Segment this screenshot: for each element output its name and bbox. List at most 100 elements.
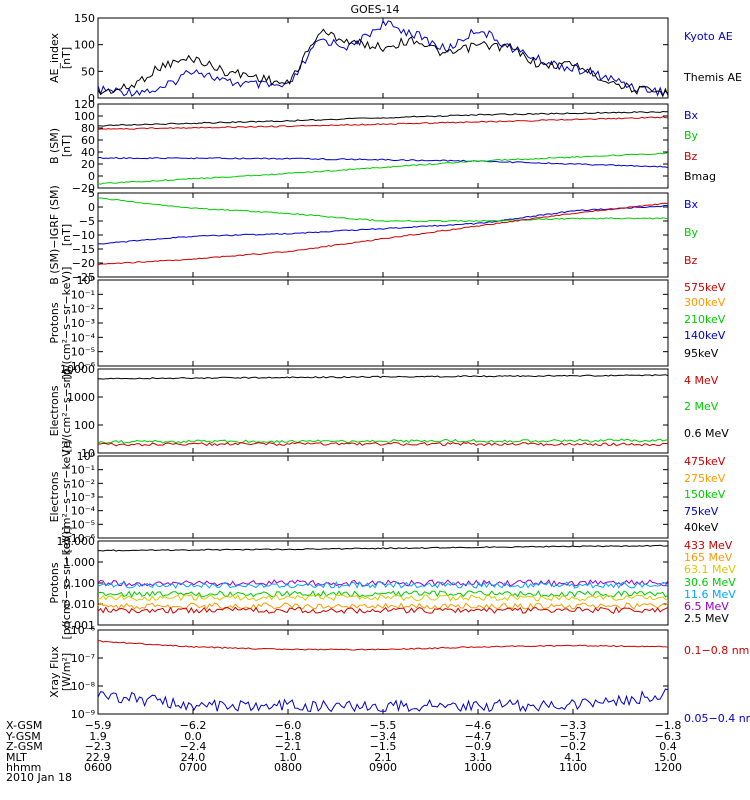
footer-row-label: hhmm [6,761,41,774]
legend-entry: By [684,226,699,239]
y-axis-label: Electrons[e/(cm²−s−sr−keV)] [48,441,73,554]
y-tick-label: −20 [72,182,95,195]
footer-row-label: MLT [6,751,27,764]
y-tick-label: 5 [88,187,95,200]
footer-row-label: X-GSM [6,719,42,732]
y-tick-label: 10⁻² [71,303,95,316]
footer-value-x: −4.6 [465,719,492,732]
legend-entry: Themis AE [683,71,742,84]
y-tick-label: 150 [74,12,95,25]
series-line-by [97,152,669,185]
footer-value-y: −3.4 [370,730,397,743]
y-axis-label: B (SM)−IGRF (SM)[nT] [48,185,73,285]
legend-entry: 30.6 MeV [684,576,736,589]
y-tick-label: 120 [74,98,95,111]
panel-8: 10⁻⁶ 10⁻⁷ 10⁻⁸ 10⁻⁹ Xray Flux[W/m²] 0.1−0.8 n… [48,624,750,725]
footer-value-y: −4.7 [465,730,492,743]
y-axis-label: Xray Flux[W/m²] [48,646,73,698]
footer-value-hhmm: 1000 [464,761,492,774]
y-tick-label: 100 [74,110,95,123]
footer-value-y: 0.0 [184,730,202,743]
y-tick-label: 10⁰ [77,274,96,287]
y-tick-label: 10⁻⁶ [71,360,96,373]
y-tick-label: 0 [88,170,95,183]
legend-entry: 150keV [684,488,726,501]
panel-3: 50−5−10−15−20−25B (SM)−IGRF (SM)[nT]BxBy… [48,185,699,285]
y-tick-label: 0.001 [64,619,96,632]
footer-value-z: −0.2 [560,740,587,753]
y-tick-label: 80 [81,122,95,135]
footer-value-z: 0.4 [659,740,677,753]
legend-entry: 4 MeV [684,374,719,387]
footer-row-label: Y-GSM [5,730,41,743]
footer-value-hhmm: 1100 [559,761,587,774]
series-line-4-mev [98,442,669,447]
footer-value-z: −2.1 [275,740,302,753]
y-axis-label: B (SM)[nT] [48,128,73,164]
y-tick-label: 10⁻⁶ [71,624,96,637]
footer-value-z: −1.5 [370,740,397,753]
legend-entry: 433 MeV [684,539,733,552]
y-tick-label: 0 [88,92,95,105]
series-line-0-05-0-4-nm [97,688,669,713]
legend-entry: Bmag [684,170,716,183]
footer-value-y: −6.3 [655,730,682,743]
y-axis-label: Protons[p/(cm²−s−sr−keV)] [48,267,73,380]
y-tick-label: 0.010 [64,598,96,611]
legend-entry: 575keV [684,281,726,294]
footer-value-mlt: 1.0 [279,751,297,764]
footer-value-x: −6.2 [180,719,207,732]
panel-7: 10.000 1.000 0.100 0.010 0.001Protons[p/(cm²… [48,527,736,640]
legend-entry: 165 MeV [684,551,733,564]
legend-entry: 11.6 MeV [684,588,736,601]
y-tick-label: −10 [72,229,95,242]
y-axis-label: Electrons[e/(cm²−s−sr)] [48,369,73,452]
series-line-bx [97,204,669,245]
series-line-11-6-mev [97,581,669,589]
footer-value-x: −6.0 [275,719,302,732]
legend-entry: Bz [684,254,698,267]
panel-frame [97,279,669,367]
series-line-bz [97,202,669,266]
panel-frame [97,17,669,99]
y-tick-label: 60 [81,134,95,147]
y-tick-label: −15 [72,243,95,256]
legend-entry: Kyoto AE [684,30,733,43]
legend-entry: 63.1 MeV [684,563,736,576]
y-tick-label: 1.000 [64,556,96,569]
footer-value-mlt: 3.1 [469,751,487,764]
y-tick-label: 100 [74,419,95,432]
footer-value-z: −0.9 [465,740,492,753]
y-tick-label: 10.000 [57,535,96,548]
y-tick-label: 10⁻¹ [71,288,95,301]
footer-value-mlt: 2.1 [374,751,392,764]
series-line-0-1-0-8-nm [98,640,669,651]
legend-entry: 140keV [684,329,726,342]
legend-entry: Bz [684,150,698,163]
footer-value-mlt: 5.0 [659,751,677,764]
legend-entry: 0.6 MeV [684,427,729,440]
legend-entry: 6.5 MeV [684,600,729,613]
y-tick-label: −5 [79,215,95,228]
y-tick-label: 10⁻⁶ [71,532,96,545]
legend-entry: 0.05−0.4 nm [684,712,750,725]
footer-value-hhmm: 1200 [654,761,682,774]
series-line-6-5-mev [97,579,669,588]
legend-entry: 475keV [684,455,726,468]
y-tick-label: 10⁻² [71,477,95,490]
footer-value-hhmm: 0600 [84,761,112,774]
series-line-165-mev [97,602,669,610]
y-tick-label: 100 [74,39,95,52]
y-axis-label: Protons[p/(cm²−s−sr−keV)] [48,527,73,640]
footer-value-hhmm: 0800 [274,761,302,774]
panel-1: 150 100 50 0 AE_index[nT] Kyoto AE Themis AE [48,12,742,105]
y-tick-label: 10⁻⁹ [71,708,95,721]
legend-entry: 95keV [684,347,719,360]
series-line-by [97,197,669,223]
y-tick-label: 10⁰ [77,450,96,463]
y-tick-label: 10⁻³ [71,491,95,504]
footer-value-mlt: 24.0 [181,751,206,764]
